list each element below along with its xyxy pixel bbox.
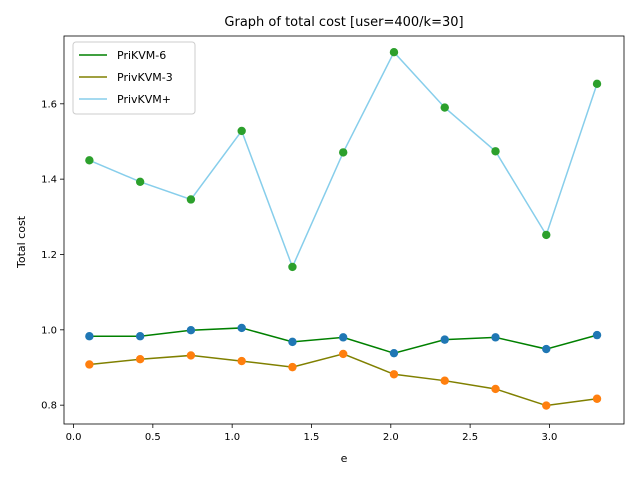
legend: PriKVM-6 PrivKVM-3 PrivKVM+ xyxy=(72,41,196,115)
data-point xyxy=(135,177,145,186)
data-point xyxy=(542,230,551,240)
legend-label: PrivKVM+ xyxy=(117,93,171,106)
x-tick-label: 3.0 xyxy=(541,432,557,443)
y-tick-label: 0.8 xyxy=(41,401,57,412)
data-point xyxy=(491,333,500,342)
plot-area xyxy=(63,35,625,425)
data-point xyxy=(186,326,196,335)
data-point xyxy=(237,356,246,366)
data-point xyxy=(542,401,551,410)
data-point xyxy=(440,376,449,385)
data-point xyxy=(85,360,94,369)
data-point xyxy=(237,323,246,333)
x-axis: 0.0 0.5 1.0 1.5 2.0 2.5 3.0 xyxy=(66,424,557,443)
data-point xyxy=(288,262,297,272)
data-point xyxy=(592,330,602,340)
data-point xyxy=(542,344,551,354)
y-tick-label: 1.6 xyxy=(41,99,57,110)
series-line-1 xyxy=(89,353,598,407)
data-point xyxy=(237,126,246,136)
x-tick-label: 1.5 xyxy=(304,432,320,443)
data-point xyxy=(339,349,348,359)
data-point xyxy=(135,332,145,341)
data-point xyxy=(288,362,297,372)
y-axis: 0.8 1.0 1.2 1.4 1.6 xyxy=(41,99,64,412)
y-tick-label: 1.2 xyxy=(41,250,57,261)
y-tick-label: 1.4 xyxy=(41,175,57,186)
axes-frame xyxy=(63,35,625,425)
x-axis-label: e xyxy=(341,452,348,465)
x-tick-label: 0.5 xyxy=(145,432,161,443)
data-point xyxy=(592,394,602,403)
data-point xyxy=(339,333,348,342)
data-point xyxy=(491,147,500,156)
data-point xyxy=(389,47,399,57)
x-tick-label: 0.0 xyxy=(66,432,82,443)
x-tick-label: 1.0 xyxy=(224,432,240,443)
data-point xyxy=(440,335,449,344)
y-axis-label: Total cost xyxy=(15,215,28,269)
y-tick-label: 1.0 xyxy=(41,325,57,336)
data-point xyxy=(339,148,348,157)
legend-box xyxy=(72,41,196,115)
x-tick-label: 2.0 xyxy=(383,432,399,443)
chart-title: Graph of total cost [user=400/k=30] xyxy=(224,15,463,30)
data-point xyxy=(85,332,94,341)
data-point xyxy=(85,156,94,165)
legend-label: PriKVM-6 xyxy=(117,49,166,62)
data-point xyxy=(186,195,196,204)
legend-label: PrivKVM-3 xyxy=(117,71,173,84)
data-point xyxy=(389,348,399,358)
data-point xyxy=(389,370,399,379)
data-point xyxy=(440,103,449,112)
data-point xyxy=(135,355,145,364)
data-point xyxy=(186,351,196,360)
data-point xyxy=(491,384,500,394)
data-point xyxy=(288,337,297,347)
x-tick-label: 2.5 xyxy=(462,432,478,443)
data-point xyxy=(592,79,602,89)
